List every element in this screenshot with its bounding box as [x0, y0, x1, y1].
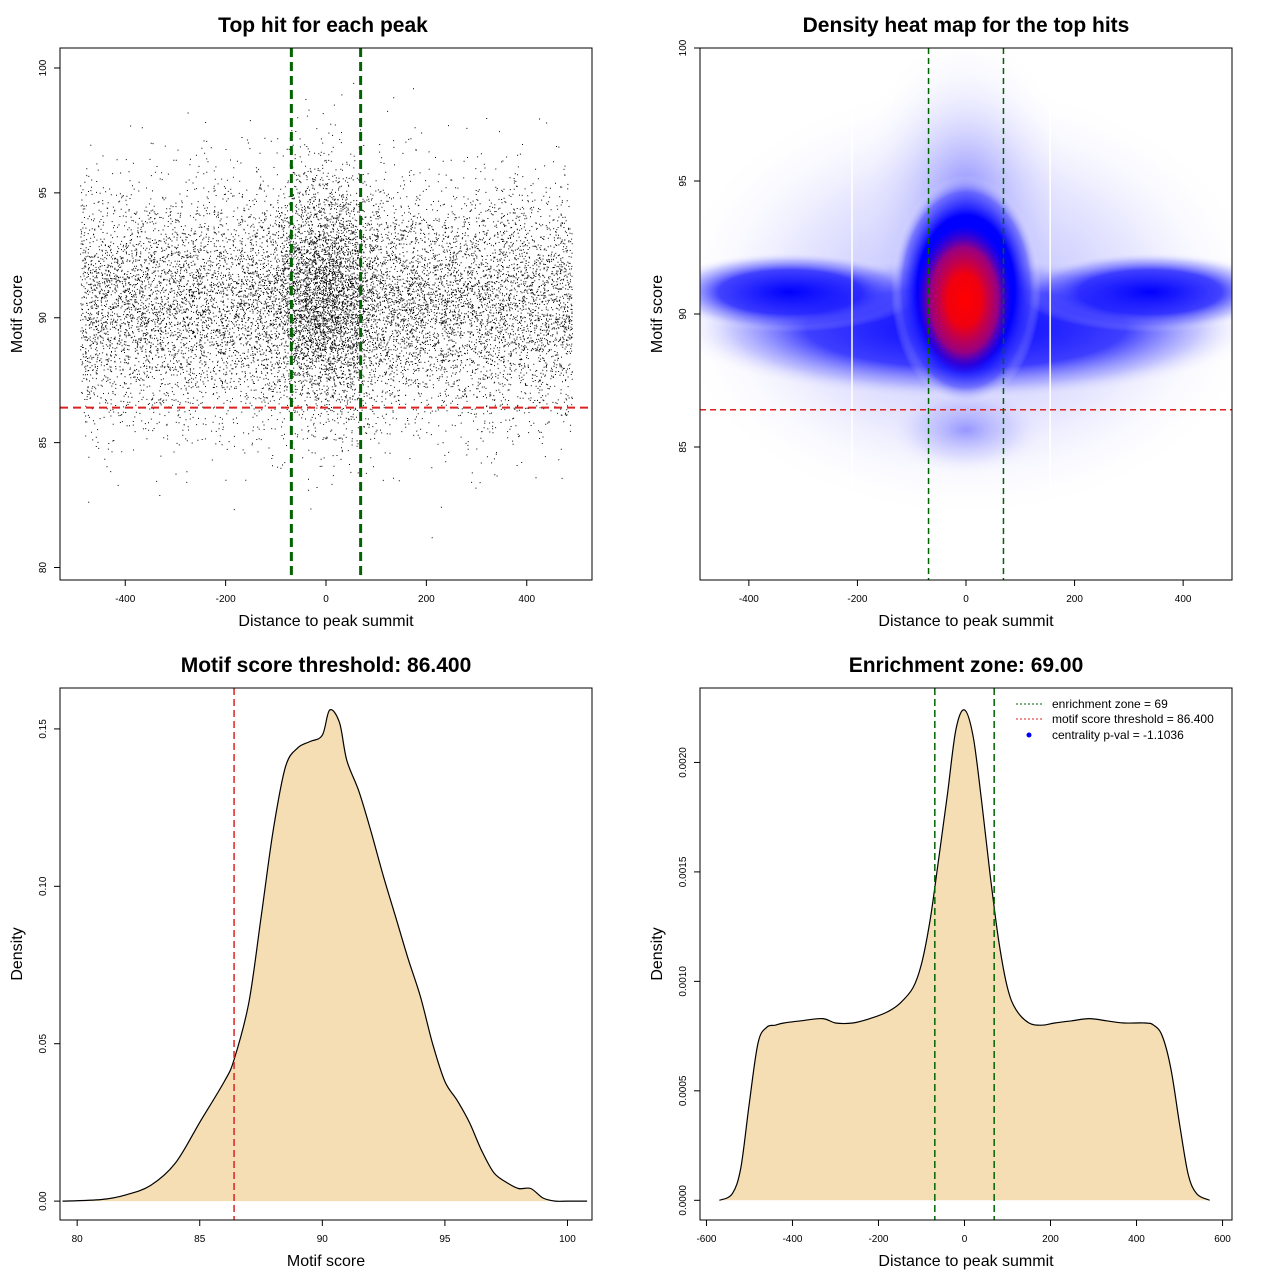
- score-density-panel: Motif score threshold: 86.400 80 85 90 95 10…: [9, 654, 593, 1270]
- score-density-xtick-label: 95: [439, 1234, 451, 1245]
- heatmap-axes: -400 -200 0 200 400 85 90 95 100: [678, 39, 1192, 605]
- distance-density-ylabel: Density: [649, 927, 666, 980]
- scatter-xtick-label: 0: [323, 594, 329, 605]
- distance-density-xtick-label: 400: [1128, 1234, 1145, 1245]
- legend-centrality-label: centrality p-val = -1.1036: [1052, 728, 1184, 742]
- distance-density-xlabel: Distance to peak summit: [878, 1253, 1054, 1270]
- heatmap-density: [700, 48, 1232, 580]
- score-density-curve: [62, 709, 588, 1202]
- score-density-ytick-label: 0.05: [38, 1034, 49, 1054]
- heatmap-xlabel: Distance to peak summit: [878, 613, 1054, 630]
- score-density-area: [62, 709, 588, 1202]
- heatmap-title: Density heat map for the top hits: [803, 14, 1130, 37]
- distance-density-ytick-label: 0.0010: [678, 966, 689, 997]
- distance-density-xtick-label: 0: [962, 1234, 968, 1245]
- scatter-ytick-label: 100: [38, 59, 49, 76]
- scatter-ytick-label: 90: [38, 312, 49, 324]
- score-density-xtick-label: 100: [559, 1234, 576, 1245]
- scatter-points: [80, 82, 573, 539]
- score-density-plot: [62, 688, 588, 1220]
- distance-density-ytick-label: 0.0000: [678, 1185, 689, 1216]
- scatter-panel: Top hit for each peak -400 -200 0 200 400 80 8…: [9, 14, 593, 630]
- legend-zone-label: enrichment zone = 69: [1052, 697, 1168, 711]
- heatmap-ylabel: Motif score: [649, 275, 666, 353]
- scatter-xtick-label: -400: [115, 594, 135, 605]
- heatmap-xtick-label: -400: [739, 594, 759, 605]
- scatter-xlabel: Distance to peak summit: [238, 613, 414, 630]
- distance-density-xtick-label: 600: [1214, 1234, 1231, 1245]
- distance-density-plot: [719, 688, 1210, 1220]
- heatmap-band-right: [1020, 252, 1232, 332]
- scatter-xtick-label: 200: [418, 594, 435, 605]
- scatter-title: Top hit for each peak: [218, 14, 428, 37]
- scatter-ytick-label: 85: [38, 437, 49, 449]
- heatmap-lower-tail: [886, 385, 1046, 475]
- distance-density-panel: Enrichment zone: 69.00 -600 -400 -200 0 200 4…: [649, 654, 1233, 1270]
- heatmap-band-left: [700, 252, 920, 332]
- scatter-ylabel: Motif score: [9, 275, 26, 353]
- heatmap-reference-lines: [700, 48, 1232, 580]
- score-density-title: Motif score threshold: 86.400: [181, 654, 472, 677]
- score-density-xtick-label: 85: [194, 1234, 206, 1245]
- scatter-point-cloud: [80, 82, 573, 539]
- distance-density-xtick-label: -400: [782, 1234, 802, 1245]
- distance-density-xtick-label: -600: [696, 1234, 716, 1245]
- legend-centrality-swatch: [1026, 732, 1032, 738]
- scatter-ytick-label: 95: [38, 187, 49, 199]
- heatmap-ytick-label: 90: [678, 308, 689, 320]
- heatmap-panel: Density heat map for the top hits -400 -2…: [649, 14, 1233, 630]
- heatmap-xtick-label: -200: [847, 594, 867, 605]
- distance-density-title: Enrichment zone: 69.00: [849, 654, 1084, 677]
- distance-density-axes: -600 -400 -200 0 200 400 600 0.0000 0.0005 0.0010…: [678, 747, 1231, 1245]
- score-density-ytick-label: 0.10: [38, 876, 49, 896]
- heatmap-hotspot: [916, 225, 1012, 375]
- scatter-axes: -400 -200 0 200 400 80 85 90 95 100: [38, 59, 536, 605]
- score-density-ytick-label: 0.15: [38, 719, 49, 739]
- legend-threshold-label: motif score threshold = 86.400: [1052, 712, 1214, 726]
- distance-density-ytick-label: 0.0020: [678, 747, 689, 778]
- distance-density-xtick-label: -200: [868, 1234, 888, 1245]
- scatter-plot-frame: [59, 47, 593, 581]
- score-density-ylabel: Density: [9, 927, 26, 980]
- scatter-ytick-label: 80: [38, 562, 49, 574]
- heatmap-xtick-label: 400: [1175, 594, 1192, 605]
- scatter-reference-lines: [60, 48, 592, 580]
- score-density-xtick-label: 80: [72, 1234, 84, 1245]
- distance-density-legend: enrichment zone = 69 motif score thresho…: [1016, 697, 1214, 742]
- heatmap-xtick-label: 0: [963, 594, 969, 605]
- distance-density-ytick-label: 0.0015: [678, 856, 689, 887]
- score-density-axes: 80 85 90 95 100 0.00 0.05 0.10 0.15: [38, 719, 576, 1245]
- heatmap-ytick-label: 85: [678, 441, 689, 453]
- scatter-xtick-label: -200: [216, 594, 236, 605]
- heatmap-ytick-label: 100: [678, 39, 689, 56]
- distance-density-frame: [699, 687, 1233, 1221]
- heatmap-white-lines: [851, 101, 1051, 527]
- score-density-ytick-label: 0.00: [38, 1191, 49, 1211]
- distance-density-ytick-label: 0.0005: [678, 1075, 689, 1106]
- score-density-xtick-label: 90: [317, 1234, 329, 1245]
- heatmap-ytick-label: 95: [678, 175, 689, 187]
- distance-density-area: [719, 709, 1210, 1201]
- scatter-xtick-label: 400: [518, 594, 535, 605]
- score-density-frame: [59, 687, 593, 1221]
- distance-density-curve: [719, 709, 1210, 1201]
- score-density-xlabel: Motif score: [287, 1253, 365, 1270]
- heatmap-xtick-label: 200: [1066, 594, 1083, 605]
- distance-density-xtick-label: 200: [1042, 1234, 1059, 1245]
